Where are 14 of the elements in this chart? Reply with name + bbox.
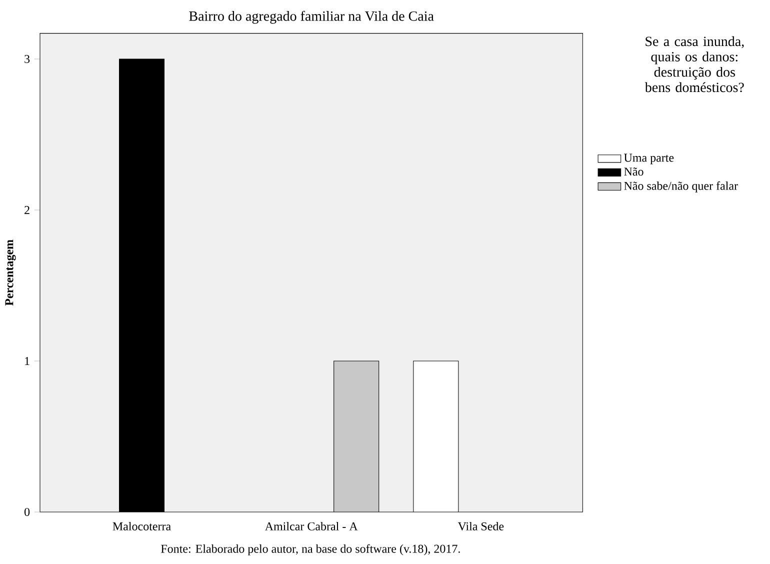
legend-title: Se a casa inunda, quais os danos: destruição dos bens domésticos?: [644, 36, 744, 92]
chart-title: Bairro do agregado familiar na Vila de Caia: [189, 10, 434, 24]
y-tick-label: 1: [25, 357, 30, 365]
source-note: Fonte: Elaborado pelo autor, na base do software (v.18), 2017.: [161, 544, 460, 556]
y-tick-label: 3: [24, 54, 30, 64]
x-tick-label: Malocoterra: [112, 522, 171, 530]
legend-label: Não: [624, 167, 644, 176]
y-axis-title: Percentagem: [5, 240, 16, 306]
legend-label: Não sabe/não quer falar: [624, 181, 738, 192]
legend-label: Uma parte: [624, 154, 674, 164]
x-tick-label: Amilcar Cabral - A: [264, 522, 358, 530]
x-tick-label: Vila Sede: [458, 522, 504, 530]
y-tick-label: 0: [24, 508, 30, 516]
y-tick-label: 2: [24, 206, 30, 214]
